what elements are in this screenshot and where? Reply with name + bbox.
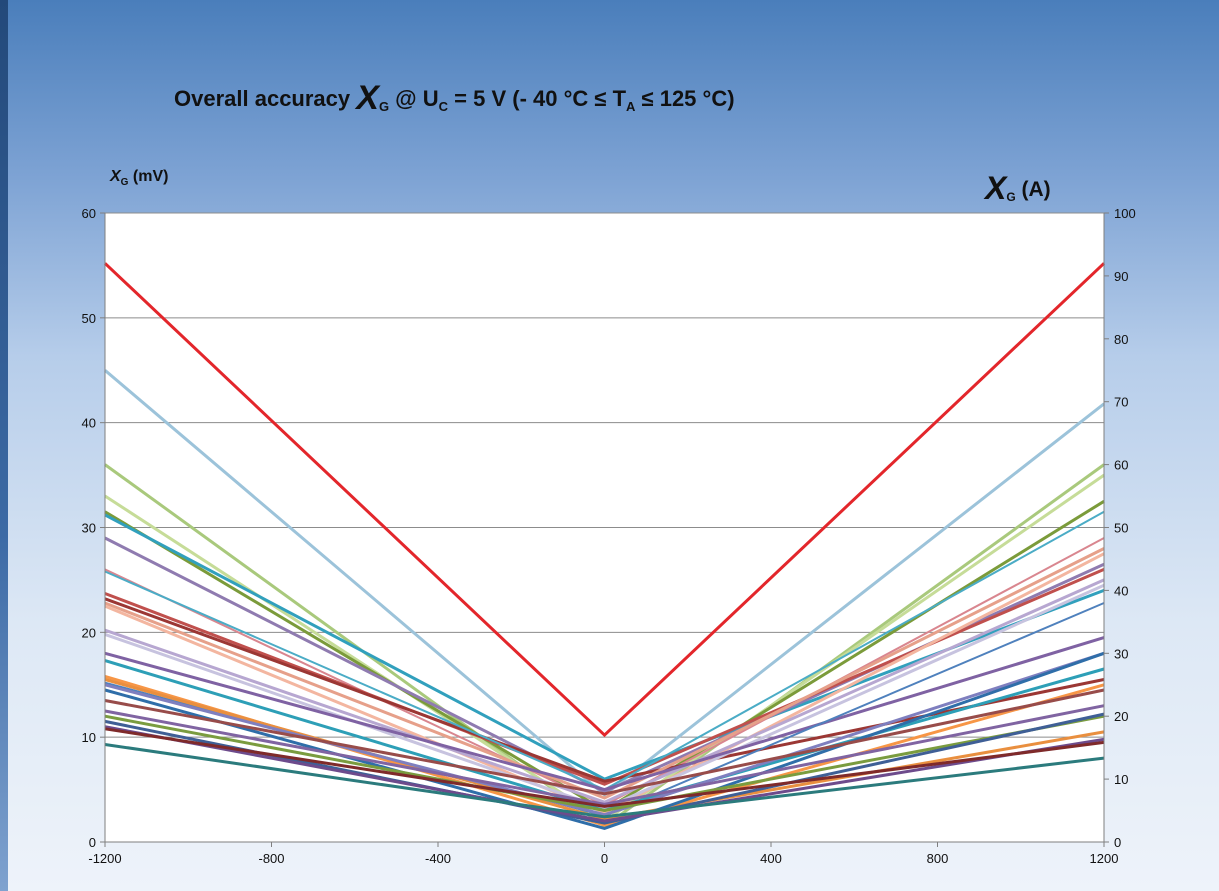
y2-tick-label: 50 xyxy=(1114,521,1128,536)
x-tick-label: 400 xyxy=(760,851,782,866)
chart-title: Overall accuracy XG @ UC = 5 V (- 40 °C … xyxy=(174,79,735,117)
series-line-21 xyxy=(104,651,1105,817)
y2-tick-label: 20 xyxy=(1114,709,1128,724)
y2-tick-label: 60 xyxy=(1114,458,1128,473)
series-line-22 xyxy=(104,651,1105,830)
x-tick-label: -800 xyxy=(258,851,284,866)
axes xyxy=(100,212,1109,847)
series-line-11 xyxy=(104,547,1105,800)
series-line-1 xyxy=(103,262,1106,738)
x-tick-label: 800 xyxy=(927,851,949,866)
y2-tick-label: 40 xyxy=(1114,583,1128,598)
y-tick-label: 50 xyxy=(82,311,96,326)
series-line-20 xyxy=(104,678,1105,821)
y2-tick-label: 100 xyxy=(1114,206,1136,221)
y2-tick-label: 80 xyxy=(1114,332,1128,347)
series-line-27 xyxy=(104,725,1105,823)
y2-tick-label: 30 xyxy=(1114,646,1128,661)
tick-labels: 0 10 20 30 40 50 60 0 10 20 30 40 50 60 70 80 90 100 -1200… xyxy=(82,206,1136,866)
series-line-14 xyxy=(104,578,1105,804)
y-axis-right-label: XG (A) xyxy=(985,170,1051,206)
y2-tick-label: 0 xyxy=(1114,835,1121,850)
series-line-15 xyxy=(104,583,1105,811)
series-line-24 xyxy=(104,704,1105,806)
series-line-29 xyxy=(104,743,1105,819)
x-tick-label: 0 xyxy=(601,851,608,866)
y2-tick-label: 90 xyxy=(1114,269,1128,284)
y-tick-label: 30 xyxy=(82,521,96,536)
x-tick-label: -400 xyxy=(425,851,451,866)
y-tick-label: 20 xyxy=(82,625,96,640)
y-tick-label: 10 xyxy=(82,730,96,745)
series-line-25 xyxy=(104,714,1105,813)
series-line-16 xyxy=(104,636,1105,792)
y-axis-left-label: XG (mV) xyxy=(110,168,169,189)
y-tick-label: 40 xyxy=(82,416,96,431)
series-line-10 xyxy=(104,597,1105,783)
series-line-12 xyxy=(104,552,1105,815)
x-tick-label: 1200 xyxy=(1090,851,1119,866)
x-tick-label: -1200 xyxy=(88,851,121,866)
y2-tick-label: 10 xyxy=(1114,772,1128,787)
y-tick-label: 60 xyxy=(82,206,96,221)
y-tick-label: 0 xyxy=(89,835,96,850)
y2-tick-label: 70 xyxy=(1114,395,1128,410)
window-edge xyxy=(0,0,8,891)
series-line-28 xyxy=(104,727,1105,808)
series-layer xyxy=(103,262,1106,830)
series-line-23 xyxy=(104,688,1105,796)
